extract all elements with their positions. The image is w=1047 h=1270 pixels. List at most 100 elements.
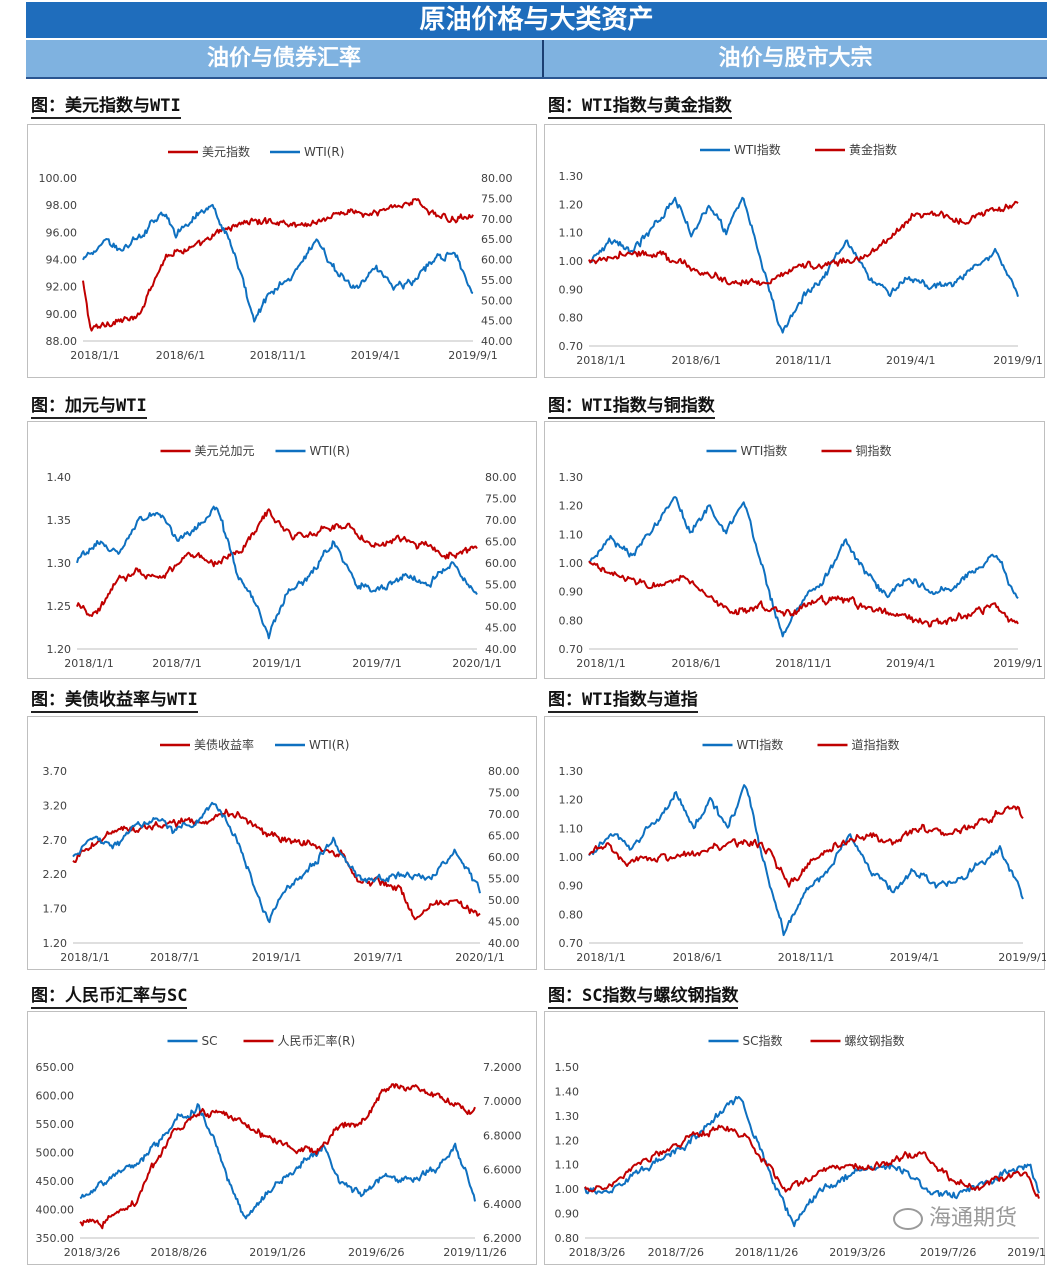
y-right-tick-label: 6.4000	[483, 1198, 522, 1211]
y-left-tick-label: 0.70	[559, 643, 584, 656]
chart-panel-ust-wti: 3.70 3.20 2.70 2.20 1.70 1.20 80.00 75.00 70.00 6…	[27, 716, 537, 970]
x-tick-label: 2019/4/1	[351, 349, 400, 362]
y-right-tick-label: 6.6000	[483, 1164, 522, 1177]
chart-panel-cad-wti: 1.40 1.35 1.30 1.25 1.20 80.00 75.00 70.00 65.00…	[27, 421, 537, 679]
y-left-tick-label: 0.90	[559, 880, 584, 893]
y-left-tick-label: 1.20	[559, 198, 584, 211]
x-tick-label: 2018/11/1	[250, 349, 306, 362]
y-right-tick-label: 65.00	[488, 830, 520, 843]
y-left-tick-label: 450.00	[36, 1175, 75, 1188]
y-left-tick-label: 88.00	[46, 335, 78, 348]
y-left-tick-label: 1.00	[555, 1183, 580, 1196]
x-tick-label: 2018/1/1	[576, 657, 625, 670]
x-tick-label: 2019/6/26	[348, 1246, 404, 1259]
x-tick-label: 2019/9/1	[993, 657, 1042, 670]
y-right-tick-label: 45.00	[481, 315, 513, 328]
y-right-tick-label: 6.8000	[483, 1129, 522, 1142]
legend-label: 美元指数	[202, 144, 250, 159]
y-left-tick-label: 0.80	[559, 908, 584, 921]
chart-panel-wti-gold: 1.30 1.20 1.10 1.00 0.90 0.80 0.70 2018/1/1 2018…	[544, 124, 1045, 378]
series-line	[72, 801, 481, 924]
y-left-tick-label: 1.20	[559, 500, 584, 513]
figure-title-ust-wti: 图：美债收益率与WTI	[31, 690, 198, 713]
x-tick-label: 2020/1/1	[455, 951, 504, 964]
x-tick-label: 2019/1/1	[252, 657, 301, 670]
x-tick-label: 2019/9/1	[448, 349, 497, 362]
y-right-tick-label: 75.00	[485, 493, 517, 506]
figure-title-sc-rebar: 图：SC指数与螺纹钢指数	[548, 986, 739, 1009]
x-tick-label: 2018/7/26	[648, 1246, 704, 1259]
x-tick-label: 2018/1/1	[70, 349, 119, 362]
chart-svg-sc-rebar: 1.50 1.40 1.30 1.20 1.10 1.00 0.90 0.802018/3/2…	[555, 1033, 1047, 1259]
chart-panel-wti-copper: 1.30 1.20 1.10 1.00 0.90 0.80 0.70 2018/1/1 2018…	[544, 421, 1045, 679]
series-line	[72, 808, 481, 921]
chart-svg-ust-wti: 3.70 3.20 2.70 2.20 1.70 1.20 80.00 75.00 70.00 6…	[43, 737, 520, 964]
figure-title-usd-wti: 图：美元指数与WTI	[31, 96, 181, 119]
series-line	[76, 508, 478, 617]
legend-label: WTI(R)	[310, 444, 350, 458]
x-tick-label: 2018/1/1	[64, 657, 113, 670]
x-tick-label: 2018/6/1	[672, 354, 721, 367]
series-line	[82, 203, 474, 323]
y-right-tick-label: 55.00	[481, 274, 513, 287]
x-tick-label: 2019/1/26	[249, 1246, 305, 1259]
y-right-tick-label: 65.00	[485, 536, 517, 549]
y-left-tick-label: 2.20	[43, 868, 68, 881]
series-line	[588, 200, 1019, 287]
x-tick-label: 2019/4/1	[886, 354, 935, 367]
watermark-text: 海通期货	[928, 1206, 1017, 1231]
y-right-tick-label: 50.00	[485, 600, 517, 613]
y-left-tick-label: 1.10	[559, 227, 584, 240]
y-right-tick-label: 45.00	[488, 916, 520, 929]
page-title: 原油价格与大类资产	[26, 2, 1047, 38]
x-tick-label: 2018/11/26	[735, 1246, 798, 1259]
chart-panel-usd-wti: 100.00 98.00 96.00 94.00 92.00 90.00 88.00 80.0…	[27, 124, 537, 378]
x-tick-label: 2018/11/1	[775, 354, 831, 367]
y-left-tick-label: 98.00	[46, 199, 78, 212]
y-right-tick-label: 80.00	[485, 471, 517, 484]
chart-panel-wti-dow: 1.30 1.20 1.10 1.00 0.90 0.80 0.70 2018/1/1 2018…	[544, 716, 1046, 970]
x-tick-label: 2018/1/1	[60, 951, 109, 964]
y-left-tick-label: 0.90	[559, 283, 584, 296]
x-tick-label: 2019/3/26	[829, 1246, 885, 1259]
y-left-tick-label: 1.00	[559, 255, 584, 268]
y-left-tick-label: 96.00	[46, 226, 78, 239]
y-right-tick-label: 7.0000	[483, 1095, 522, 1108]
legend-label: WTI指数	[741, 443, 788, 458]
legend-label: 黄金指数	[849, 142, 897, 157]
x-tick-label: 2019/7/26	[920, 1246, 976, 1259]
legend-label: 道指指数	[852, 737, 900, 752]
y-left-tick-label: 92.00	[46, 281, 78, 294]
y-left-tick-label: 1.30	[559, 471, 584, 484]
series-line	[76, 505, 478, 640]
x-tick-label: 2018/6/1	[673, 951, 722, 964]
y-left-tick-label: 1.20	[555, 1134, 580, 1147]
legend-label: WTI指数	[734, 142, 781, 157]
y-left-tick-label: 0.80	[559, 614, 584, 627]
y-right-tick-label: 80.00	[488, 765, 520, 778]
y-left-tick-label: 0.80	[555, 1232, 580, 1245]
x-tick-label: 2018/7/1	[152, 657, 201, 670]
figure-title-cad-wti: 图：加元与WTI	[31, 396, 147, 419]
y-right-tick-label: 70.00	[481, 213, 513, 226]
chart-svg-usd-wti: 100.00 98.00 96.00 94.00 92.00 90.00 88.00 80.0…	[39, 144, 513, 362]
series-line	[588, 196, 1019, 334]
series-line	[584, 1124, 1040, 1199]
y-left-tick-label: 0.70	[559, 937, 584, 950]
section-header-stocks-commodities: 油价与股市大宗	[544, 40, 1047, 77]
wechat-icon	[892, 1208, 923, 1230]
y-left-tick-label: 500.00	[36, 1147, 75, 1160]
y-left-tick-label: 1.10	[559, 528, 584, 541]
series-line	[82, 198, 474, 332]
series-line	[588, 784, 1024, 937]
y-left-tick-label: 1.20	[43, 937, 68, 950]
y-left-tick-label: 1.00	[559, 851, 584, 864]
x-tick-label: 2019/11/26	[443, 1246, 506, 1259]
y-right-tick-label: 70.00	[485, 514, 517, 527]
legend-label: WTI指数	[737, 737, 784, 752]
y-right-tick-label: 60.00	[485, 557, 517, 570]
x-tick-label: 2018/11/1	[778, 951, 834, 964]
y-left-tick-label: 400.00	[36, 1204, 75, 1217]
y-left-tick-label: 1.40	[555, 1085, 580, 1098]
